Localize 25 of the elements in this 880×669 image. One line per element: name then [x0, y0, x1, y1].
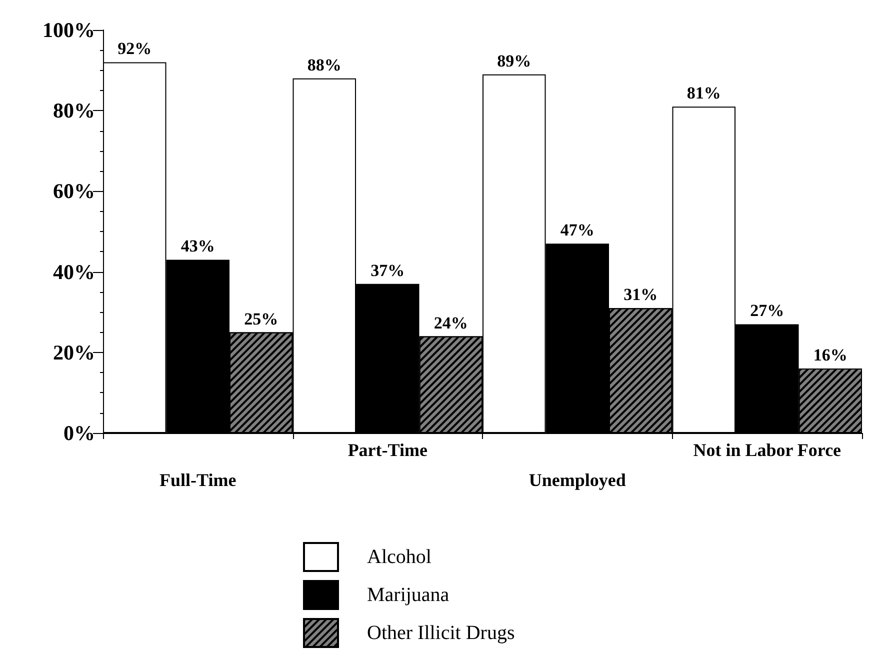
x-tick-label: Part-Time: [348, 440, 428, 460]
data-label: 92%: [118, 39, 152, 58]
data-label: 37%: [370, 260, 405, 280]
legend-label: Marijuana: [367, 584, 450, 606]
y-tick-label: 0%: [64, 421, 95, 445]
data-label: 16%: [813, 346, 848, 365]
data-label: 27%: [750, 301, 784, 320]
legend-label: Other Illicit Drugs: [367, 622, 515, 644]
legend-label: Alcohol: [367, 546, 432, 568]
y-tick-label: 80%: [53, 98, 95, 123]
y-tick-label: 60%: [53, 179, 95, 204]
x-tick-label: Unemployed: [528, 470, 626, 490]
y-tick-label: 40%: [53, 260, 95, 284]
data-label: 81%: [686, 84, 721, 103]
data-label: 25%: [244, 309, 278, 328]
data-label: 24%: [434, 313, 468, 332]
data-label: 43%: [180, 236, 215, 256]
data-label: 31%: [624, 285, 658, 304]
y-tick-label: 100%: [42, 18, 95, 42]
x-tick-label: Full-Time: [160, 470, 236, 490]
data-label: 88%: [307, 55, 342, 74]
data-label: 47%: [560, 220, 594, 240]
y-tick-label: 20%: [53, 340, 95, 364]
x-tick-label: Not in Labor Force: [693, 440, 842, 460]
data-label: 89%: [497, 51, 532, 70]
